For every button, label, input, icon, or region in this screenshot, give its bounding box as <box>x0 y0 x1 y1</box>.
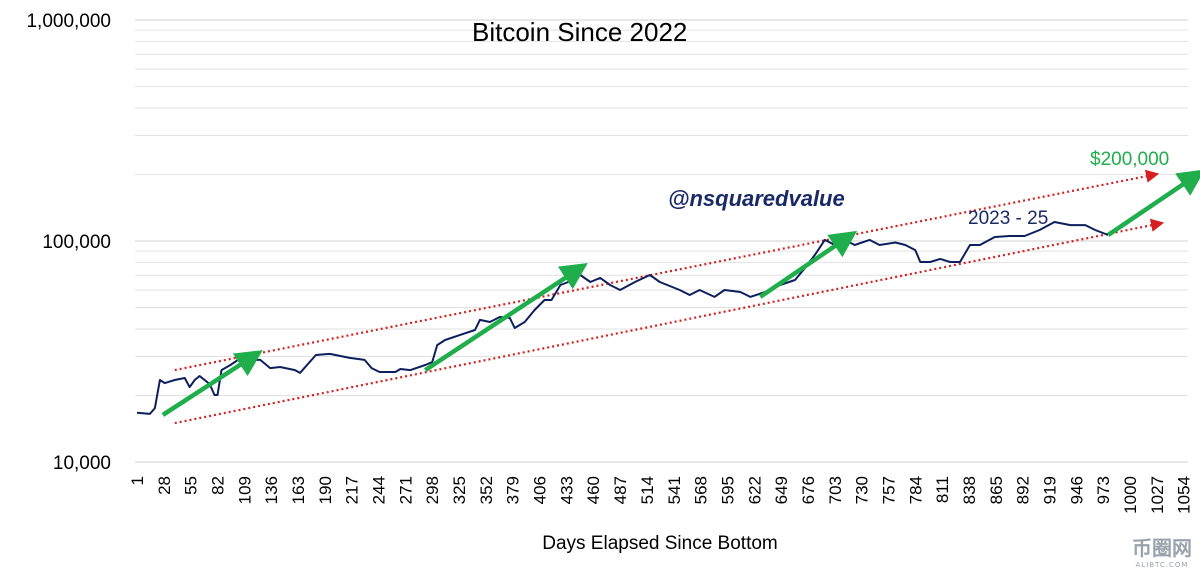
x-tick-label: 757 <box>879 476 898 504</box>
period-annotation: 2023 - 25 <box>968 208 1048 229</box>
y-tick-label: 10,000 <box>53 453 111 474</box>
channel-upper-line <box>174 169 1160 372</box>
x-tick-label: 352 <box>477 476 496 504</box>
green-arrow <box>1106 169 1200 237</box>
y-tick-label: 100,000 <box>42 232 111 253</box>
x-tick-label: 55 <box>182 476 201 495</box>
x-tick-label: 649 <box>772 476 791 504</box>
x-tick-label: 838 <box>960 476 979 504</box>
x-tick-label: 433 <box>557 476 576 504</box>
y-axis-ticks: 10,000 100,000 1,000,000 <box>26 11 111 474</box>
x-tick-label: 676 <box>799 476 818 504</box>
x-tick-label: 541 <box>665 476 684 504</box>
x-tick-label: 460 <box>584 476 603 504</box>
x-tick-label: 217 <box>343 476 362 504</box>
x-tick-label: 1000 <box>1121 476 1140 514</box>
x-tick-label: 487 <box>611 476 630 504</box>
x-tick-label: 784 <box>906 476 925 504</box>
x-tick-label: 703 <box>826 476 845 504</box>
x-tick-label: 1 <box>128 476 147 485</box>
green-arrow <box>161 350 263 417</box>
x-tick-label: 406 <box>531 476 550 504</box>
x-tick-label: 622 <box>745 476 764 504</box>
x-tick-label: 811 <box>933 476 952 503</box>
handle-annotation: @nsquaredvalue <box>668 186 845 211</box>
x-tick-label: 1027 <box>1148 476 1167 514</box>
x-tick-label: 973 <box>1094 476 1113 504</box>
chart-title: Bitcoin Since 2022 <box>472 17 687 47</box>
x-tick-label: 892 <box>1014 476 1033 504</box>
x-tick-label: 109 <box>235 476 254 504</box>
x-tick-label: 946 <box>1067 476 1086 504</box>
target-annotation: $200,000 <box>1090 149 1169 170</box>
watermark-name: 币圈网 <box>1132 536 1192 560</box>
x-tick-label: 568 <box>692 476 711 504</box>
x-tick-label: 595 <box>718 476 737 504</box>
x-tick-label: 298 <box>423 476 442 504</box>
trend-channel <box>174 169 1165 425</box>
x-axis-ticks: 1 28 55 82 109 136 163 190 217 244 271 298 325 352 379… <box>128 476 1194 514</box>
x-tick-label: 163 <box>289 476 308 504</box>
x-tick-label: 919 <box>1040 476 1059 504</box>
x-axis-label: Days Elapsed Since Bottom <box>542 533 778 554</box>
x-tick-label: 271 <box>396 476 415 504</box>
x-tick-label: 865 <box>987 476 1006 504</box>
growth-arrows <box>161 169 1200 417</box>
x-tick-label: 190 <box>316 476 335 504</box>
x-tick-label: 730 <box>853 476 872 504</box>
x-tick-label: 136 <box>262 476 281 504</box>
x-tick-label: 1054 <box>1175 476 1194 514</box>
watermark-domain: ALIBTC.COM <box>1135 561 1189 569</box>
watermark: 币圈网 ALIBTC.COM <box>1132 532 1192 569</box>
green-arrow <box>424 263 588 372</box>
x-tick-label: 82 <box>209 476 228 495</box>
x-tick-label: 325 <box>450 476 469 504</box>
green-arrow <box>758 230 858 299</box>
channel-lower-line <box>174 218 1165 425</box>
gridlines <box>135 19 1188 463</box>
y-tick-label: 1,000,000 <box>26 11 111 32</box>
x-tick-label: 244 <box>370 476 389 504</box>
x-tick-label: 514 <box>638 476 657 504</box>
x-tick-label: 379 <box>504 476 523 504</box>
x-tick-label: 28 <box>155 476 174 495</box>
